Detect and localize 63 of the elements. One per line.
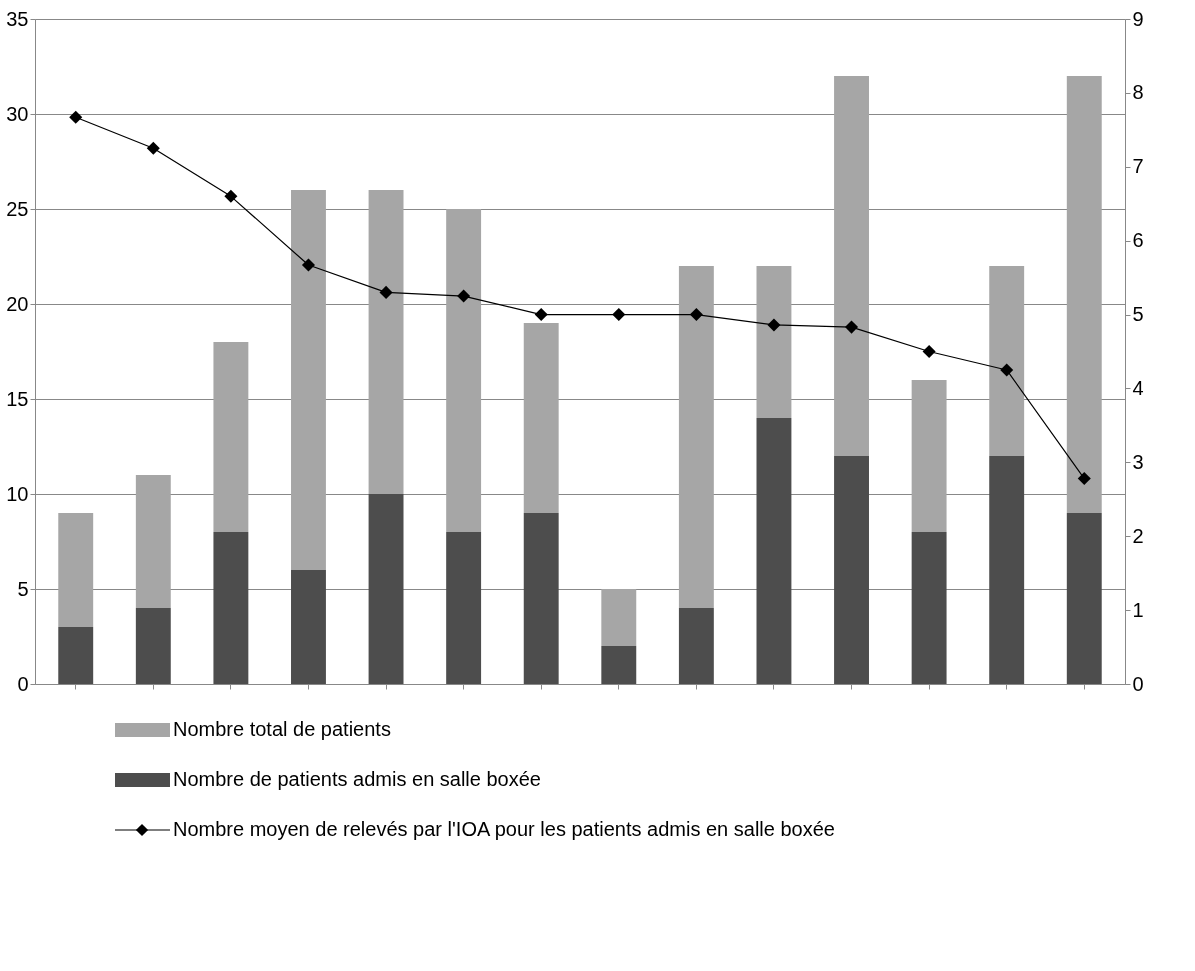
point <box>379 285 393 299</box>
point <box>69 110 83 124</box>
point <box>301 258 315 272</box>
bar <box>291 190 326 570</box>
bar <box>756 266 792 418</box>
point <box>845 320 859 334</box>
bar <box>834 456 869 684</box>
y-tick-label: 25 <box>6 197 29 220</box>
y2-tick-label: 2 <box>1132 524 1144 547</box>
point <box>689 308 703 322</box>
bar <box>368 494 404 684</box>
y2-tick-label: 9 <box>1132 7 1144 30</box>
bar <box>446 532 482 684</box>
bar <box>213 532 249 684</box>
bar <box>368 190 404 494</box>
bar <box>678 266 714 608</box>
point <box>612 308 626 322</box>
bar <box>58 513 94 627</box>
y-tick-label: 15 <box>6 387 29 410</box>
bar <box>678 608 714 684</box>
bar <box>989 456 1025 684</box>
bar <box>834 76 869 456</box>
y-tick-label: 5 <box>17 577 29 600</box>
point <box>1000 363 1014 377</box>
bar <box>213 342 249 532</box>
y-tick-label: 35 <box>6 7 29 30</box>
y-tick-label: 20 <box>6 292 29 315</box>
bar <box>291 570 326 684</box>
legend-label: Nombre total de patients <box>173 718 391 740</box>
point <box>1077 472 1091 486</box>
y-tick-label: 0 <box>17 672 29 695</box>
bar <box>989 266 1025 456</box>
y2-tick-label: 7 <box>1132 155 1144 178</box>
bar <box>58 627 94 684</box>
bar <box>601 646 637 684</box>
point <box>767 318 781 332</box>
bar <box>1066 513 1102 684</box>
bar <box>601 589 637 646</box>
point <box>922 344 936 359</box>
bar <box>446 209 482 532</box>
y2-tick-label: 5 <box>1132 303 1144 326</box>
y2-tick-label: 6 <box>1132 229 1144 252</box>
point <box>146 141 160 155</box>
legend-label: Nombre de patients admis en salle boxée <box>173 768 541 790</box>
y2-tick-label: 1 <box>1132 598 1144 621</box>
y2-tick-label: 8 <box>1132 81 1144 104</box>
y-tick-label: 10 <box>6 482 29 505</box>
bar <box>911 532 947 684</box>
legend-label: Nombre moyen de relevés par l'IOA pour les patients admis en salle boxée <box>173 818 835 840</box>
bar <box>756 418 792 684</box>
bar <box>135 475 171 608</box>
y-tick-label: 30 <box>6 102 29 125</box>
bar <box>1066 76 1102 513</box>
bar <box>523 323 559 513</box>
bar <box>911 380 947 532</box>
y2-tick-label: 4 <box>1132 376 1144 399</box>
point <box>224 189 238 203</box>
y2-tick-label: 0 <box>1132 672 1144 695</box>
y2-tick-label: 3 <box>1132 450 1144 473</box>
bar <box>135 608 171 684</box>
point <box>534 308 548 322</box>
point <box>457 289 471 303</box>
bar <box>523 513 559 684</box>
